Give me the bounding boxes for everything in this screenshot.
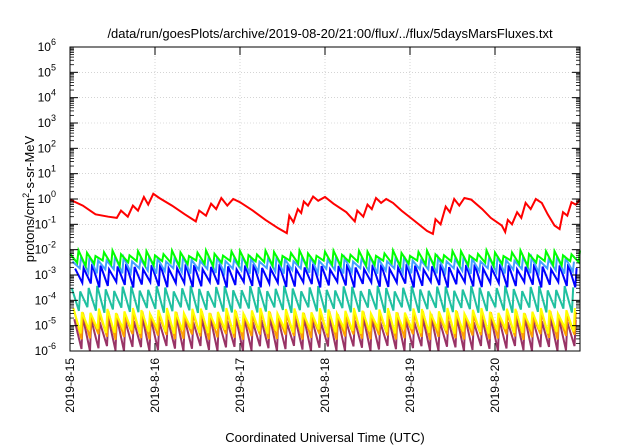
chart-title: /data/run/goesPlots/archive/2019-08-20/2… [107,26,553,41]
flux-series-line [69,246,581,270]
y-tick-exp: 4 [51,88,56,98]
y-tick-label: 101 [38,164,56,181]
y-tick-base: 10 [38,192,52,206]
y-tick-base: 10 [38,141,52,155]
y-tick-base: 10 [35,243,49,257]
flux-series-line [74,263,578,288]
y-tick-exp: 0 [51,189,56,199]
main-flux-series-line [69,192,581,236]
y-tick-exp: -6 [48,341,56,351]
y-tick-label: 104 [38,88,56,105]
y-tick-exp: -2 [48,240,56,250]
series-layer [69,192,581,352]
y-tick-base: 10 [38,116,52,130]
y-tick-exp: -3 [48,265,56,275]
x-axis: 2019-8-15 2019-8-16 2019-8-17 2019-8-18 2019… [63,47,502,413]
y-tick-exp: -5 [48,316,56,326]
y-axis-label-main: protons/cm [22,198,37,262]
y-tick-label: 10-5 [35,316,56,333]
y-tick-label: 10-4 [35,290,56,307]
y-tick-label: 10-2 [35,240,56,257]
y-tick-label: 10-1 [35,214,56,231]
y-tick-exp: -1 [48,214,56,224]
x-tick-label: 2019-8-20 [488,358,502,413]
flux-series-line [72,307,576,334]
y-tick-exp: 6 [51,37,56,47]
y-tick-label: 105 [38,62,56,79]
y-tick-label: 10-3 [35,265,56,282]
y-tick-exp: 2 [51,138,56,148]
y-tick-label: 10-6 [35,341,56,358]
y-tick-exp: 3 [51,113,56,123]
y-tick-base: 10 [38,167,52,181]
x-tick-label: 2019-8-18 [318,358,332,413]
y-tick-base: 10 [35,344,49,358]
y-tick-base: 10 [38,40,52,54]
y-tick-label: 100 [38,189,56,206]
y-tick-label: 102 [38,138,56,155]
y-axis-label-sup: 2 [21,193,31,198]
x-axis-label: Coordinated Universal Time (UTC) [225,430,424,445]
y-tick-base: 10 [35,319,49,333]
y-tick-exp: 5 [51,62,56,72]
y-tick-base: 10 [35,293,49,307]
y-axis: 10610510410310210110010-110-210-310-410-… [35,37,580,358]
y-axis-label-rest: -s-sr-MeV [22,135,37,192]
y-tick-exp: -4 [48,290,56,300]
y-axis-label: protons/cm2-s-sr-MeV [21,135,37,262]
flux-series-line [70,285,575,314]
y-tick-base: 10 [35,268,49,282]
y-tick-base: 10 [38,91,52,105]
x-tick-label: 2019-8-19 [403,358,417,413]
y-tick-base: 10 [38,65,52,79]
x-tick-label: 2019-8-16 [148,358,162,413]
y-tick-label: 103 [38,113,56,130]
y-tick-exp: 1 [51,164,56,174]
x-tick-label: 2019-8-15 [63,358,77,413]
y-tick-base: 10 [35,217,49,231]
x-tick-label: 2019-8-17 [233,358,247,413]
y-tick-label: 106 [38,37,56,54]
